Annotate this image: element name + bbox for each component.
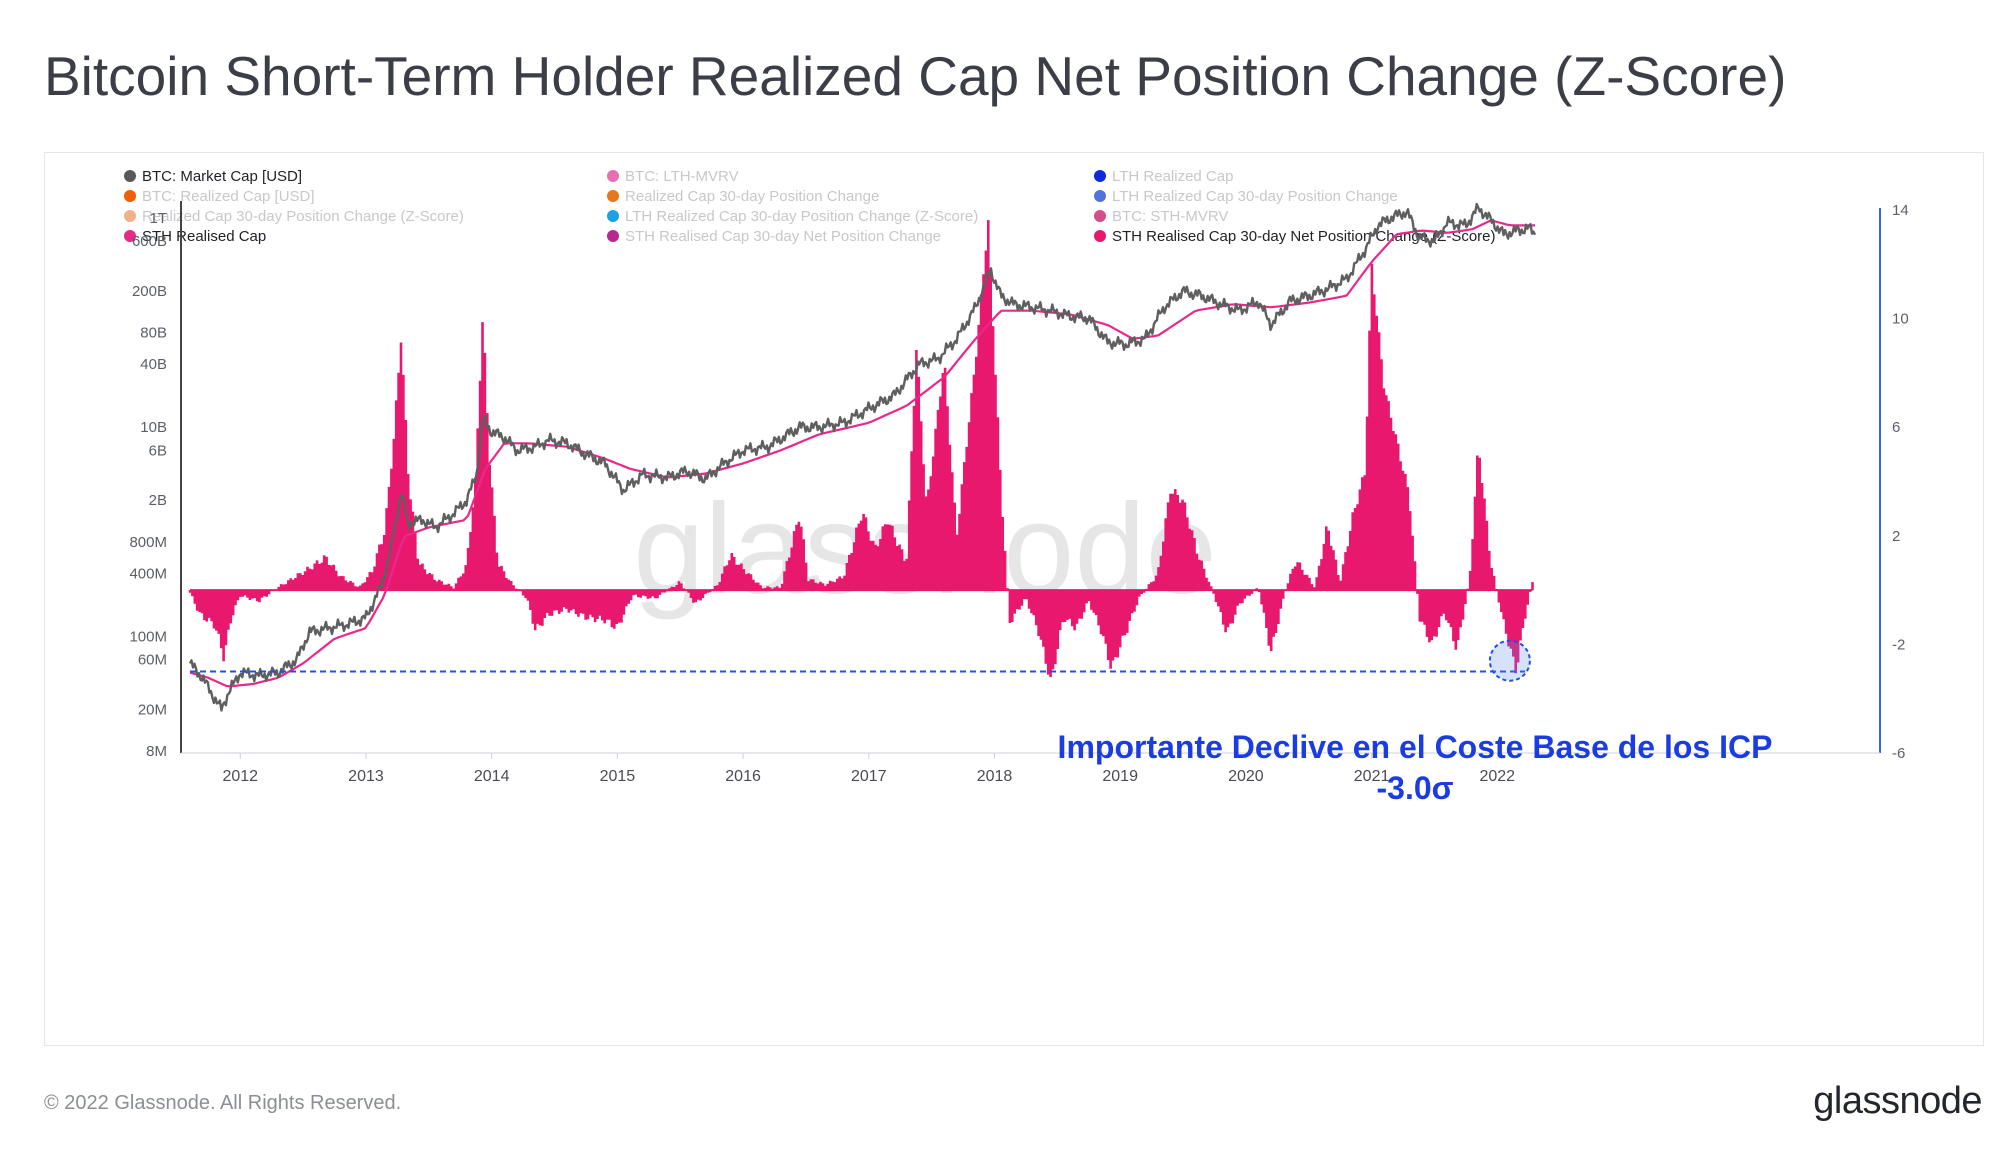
chart-annotation: Importante Declive en el Coste Base de l…: [190, 639, 1773, 806]
x-tick-label: 2013: [348, 768, 384, 785]
y-right-tick-label: 6: [1892, 419, 1900, 436]
y-left-tick-label: 200B: [132, 283, 167, 300]
y-left-tick-label: 60M: [138, 651, 167, 668]
page-title: Bitcoin Short-Term Holder Realized Cap N…: [44, 45, 1787, 107]
legend-marker: [607, 210, 619, 222]
legend-label: BTC: Market Cap [USD]: [142, 168, 302, 185]
x-tick-label: 2018: [977, 768, 1013, 785]
y-left-tick-label: 800M: [129, 534, 167, 551]
legend-label: LTH Realized Cap 30-day Position Change …: [625, 208, 978, 225]
y-right-tick-label: 14: [1892, 202, 1909, 219]
y-left-tick-label: 8M: [146, 743, 167, 760]
legend-marker: [1094, 170, 1106, 182]
annotation-line1: Importante Declive en el Coste Base de l…: [1058, 729, 1773, 765]
annotation-marker: [1488, 639, 1531, 682]
y-left-tick-label: 100M: [129, 628, 167, 645]
legend-marker: [607, 170, 619, 182]
legend-marker: [124, 230, 136, 242]
y-left-tick-label: 600B: [132, 233, 167, 250]
chart-axes: 1T 600B 200B 80B 40B 10B 6B 2B 800M 400M 100M 60M 20…: [129, 201, 1909, 785]
market-cap-line: [188, 202, 1537, 712]
legend-label: BTC: STH-MVRV: [1112, 208, 1228, 225]
legend-marker: [1094, 230, 1106, 242]
legend-marker: [1094, 190, 1106, 202]
legend-label: Realized Cap 30-day Position Change (Z-S…: [142, 208, 464, 225]
legend-label: BTC: Realized Cap [USD]: [142, 188, 315, 205]
sth-realised-cap-line: [189, 219, 1535, 688]
x-tick-label: 2022: [1479, 768, 1515, 785]
chart-lines: [188, 202, 1537, 712]
x-tick-label: 2021: [1354, 768, 1390, 785]
y-left-tick-label: 20M: [138, 701, 167, 718]
x-tick-label: 2016: [725, 768, 761, 785]
chart-legend: BTC: Market Cap [USD] BTC: LTH-MVRV LTH Re…: [124, 168, 1496, 245]
legend-label: STH Realised Cap: [142, 228, 266, 245]
y-left-tick-label: 10B: [140, 419, 167, 436]
y-right-tick-label: 10: [1892, 311, 1909, 328]
y-right-tick-label: -6: [1892, 745, 1905, 762]
footer-logo: glassnode: [1813, 1080, 1982, 1122]
chart-frame: glassnode BTC: Market Cap [USD] BTC: LTH-…: [44, 152, 1984, 1046]
legend-marker: [607, 230, 619, 242]
zscore-area: [188, 220, 1534, 678]
y-right-tick-label: -2: [1892, 636, 1905, 653]
annotation-line2: -3.0σ: [1376, 770, 1453, 806]
legend-marker: [607, 190, 619, 202]
legend-label: STH Realised Cap 30-day Net Position Cha…: [625, 228, 941, 245]
x-tick-label: 2012: [222, 768, 258, 785]
x-tick-label: 2020: [1228, 768, 1264, 785]
legend-label: LTH Realized Cap 30-day Position Change: [1112, 188, 1398, 205]
legend-marker: [124, 210, 136, 222]
y-left-tick-label: 6B: [149, 442, 167, 459]
x-tick-label: 2019: [1102, 768, 1138, 785]
x-tick-label: 2014: [474, 768, 510, 785]
y-left-tick-label: 1T: [149, 210, 167, 227]
legend-marker: [1094, 210, 1106, 222]
legend-marker: [124, 170, 136, 182]
legend-label: BTC: LTH-MVRV: [625, 168, 739, 185]
chart-svg: glassnode BTC: Market Cap [USD] BTC: LTH-…: [124, 168, 1909, 806]
zscore-bars: [188, 220, 1534, 678]
x-tick-label: 2017: [851, 768, 887, 785]
x-tick-label: 2015: [600, 768, 636, 785]
y-left-tick-label: 40B: [140, 356, 167, 373]
y-left-tick-label: 80B: [140, 325, 167, 342]
legend-label: STH Realised Cap 30-day Net Position Cha…: [1112, 228, 1496, 245]
legend-label: Realized Cap 30-day Position Change: [625, 188, 879, 205]
footer-copyright: © 2022 Glassnode. All Rights Reserved.: [44, 1092, 402, 1114]
legend-marker: [124, 190, 136, 202]
y-right-tick-label: 2: [1892, 528, 1900, 545]
y-left-tick-label: 2B: [149, 492, 167, 509]
legend-label: LTH Realized Cap: [1112, 168, 1233, 185]
y-left-tick-label: 400M: [129, 565, 167, 582]
